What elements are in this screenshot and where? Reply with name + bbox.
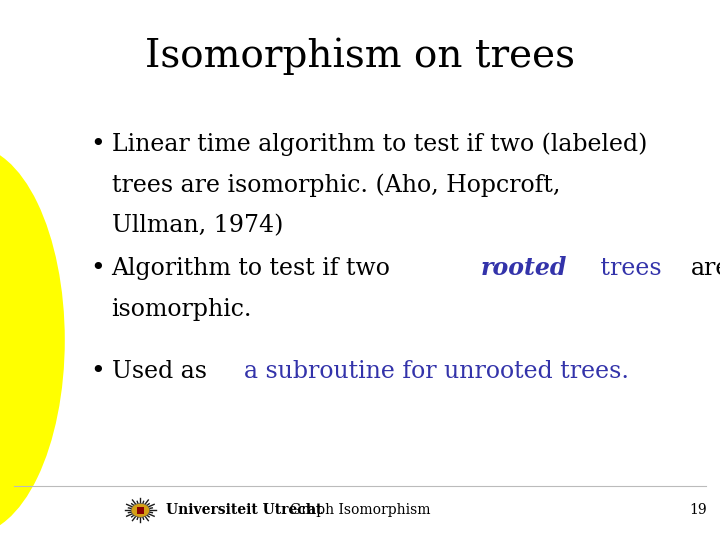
Text: •: •	[90, 360, 104, 383]
Text: rooted: rooted	[481, 256, 567, 280]
Text: Ullman, 1974): Ullman, 1974)	[112, 214, 283, 237]
Text: isomorphic.: isomorphic.	[112, 298, 252, 321]
Text: Used as: Used as	[112, 360, 214, 383]
Text: Isomorphism on trees: Isomorphism on trees	[145, 38, 575, 76]
Circle shape	[131, 503, 150, 517]
Text: Universiteit Utrecht: Universiteit Utrecht	[166, 503, 322, 517]
Text: a subroutine for unrooted trees.: a subroutine for unrooted trees.	[244, 360, 629, 383]
Text: are: are	[690, 258, 720, 280]
Text: Linear time algorithm to test if two (labeled): Linear time algorithm to test if two (la…	[112, 133, 647, 156]
Ellipse shape	[0, 146, 65, 535]
Text: 19: 19	[690, 503, 707, 517]
Text: trees: trees	[593, 258, 669, 280]
FancyBboxPatch shape	[137, 507, 144, 514]
Text: •: •	[90, 258, 104, 280]
Text: trees are isomorphic. (Aho, Hopcroft,: trees are isomorphic. (Aho, Hopcroft,	[112, 173, 560, 197]
Text: Algorithm to test if two: Algorithm to test if two	[112, 258, 398, 280]
Text: •: •	[90, 133, 104, 156]
Text: Graph Isomorphism: Graph Isomorphism	[289, 503, 431, 517]
